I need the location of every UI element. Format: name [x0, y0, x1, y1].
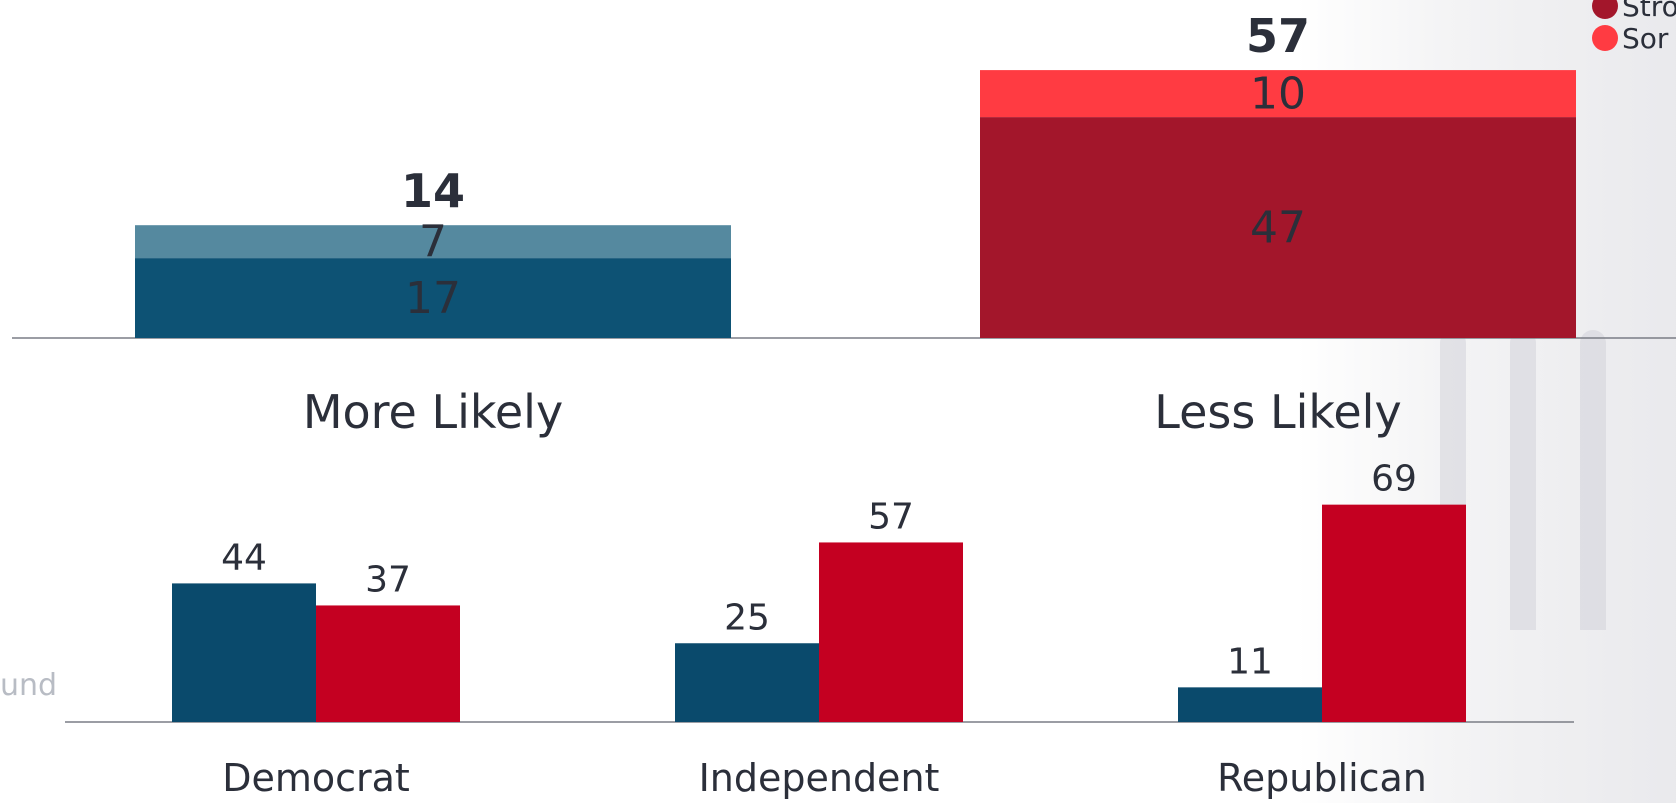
group-bar-2-1 — [1322, 504, 1466, 722]
bar-value-somewhat-0: 7 — [419, 217, 447, 268]
group-bar-value-0-1: 37 — [365, 559, 411, 600]
category-label-1: Less Likely — [1154, 385, 1401, 439]
bar-value-strong-0: 17 — [405, 273, 461, 324]
group-bar-1-0 — [675, 643, 819, 722]
bar-total-label-1: 57 — [1246, 9, 1310, 63]
bar-value-somewhat-1: 10 — [1250, 69, 1306, 120]
legend-label-strongly: Stro — [1622, 0, 1676, 23]
legend-label-somewhat: Sor — [1622, 21, 1669, 55]
group-bar-1-1 — [819, 542, 963, 722]
legend-item-somewhat: Sor — [1592, 21, 1676, 55]
background-column — [1580, 330, 1606, 630]
group-bar-value-0-0: 44 — [221, 537, 267, 578]
legend: Stro Sor — [1592, 0, 1676, 55]
legend-swatch-strongly — [1592, 0, 1618, 19]
legend-item-strongly: Stro — [1592, 0, 1676, 23]
group-bar-0-1 — [316, 605, 460, 722]
group-bar-value-1-0: 25 — [724, 597, 770, 638]
background-column — [1510, 330, 1536, 630]
party-label-1: Independent — [699, 756, 940, 800]
party-label-2: Republican — [1217, 756, 1427, 800]
group-bar-value-2-0: 11 — [1227, 641, 1273, 682]
group-bar-2-0 — [1178, 687, 1322, 722]
party-label-0: Democrat — [222, 756, 410, 800]
bar-segment-strong-1 — [980, 117, 1576, 338]
group-bar-value-2-1: 69 — [1371, 459, 1417, 500]
group-bar-0-0 — [172, 583, 316, 722]
bar-segment-somewhat-1 — [980, 70, 1576, 118]
bar-segment-strong-0 — [135, 258, 731, 338]
legend-swatch-somewhat — [1592, 25, 1618, 51]
group-bar-value-1-1: 57 — [868, 496, 914, 537]
side-label-fragment: und — [0, 668, 58, 703]
bar-total-label-0: 14 — [401, 164, 465, 218]
bar-segment-somewhat-0 — [135, 225, 731, 259]
category-label-0: More Likely — [303, 385, 563, 439]
bar-value-strong-1: 47 — [1250, 203, 1306, 254]
